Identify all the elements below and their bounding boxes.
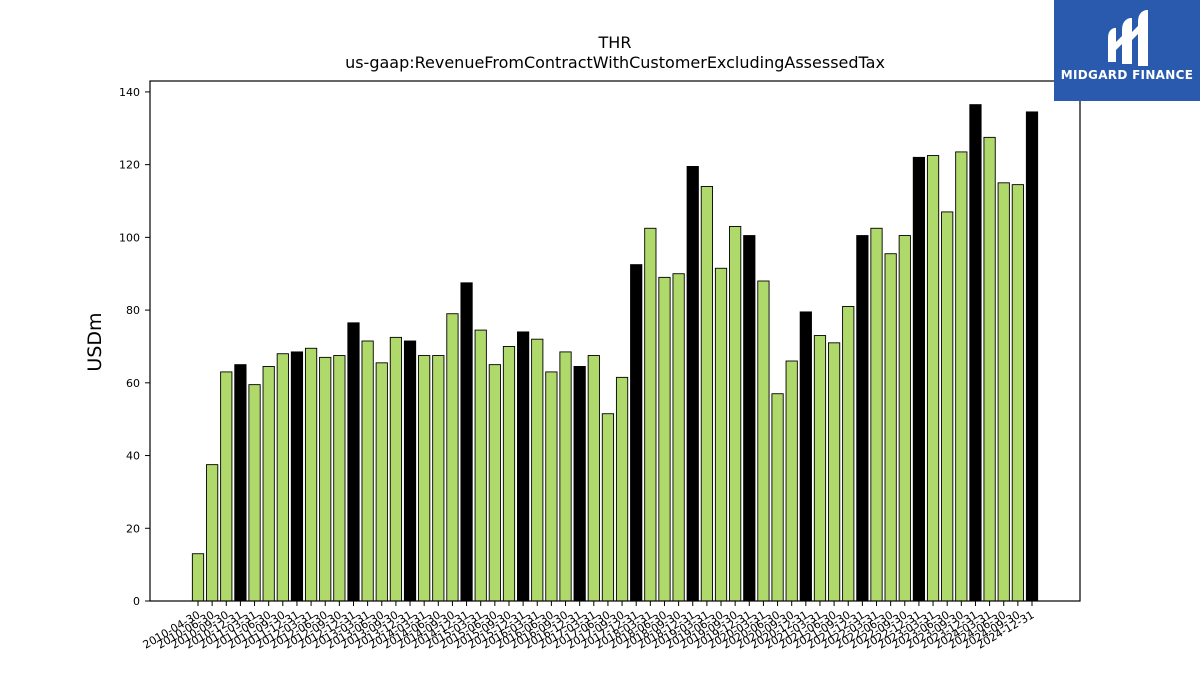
- plot-frame: [149, 80, 1081, 602]
- x-axis-ticks: 2010-04-302010-06-302010-09-302010-12-31…: [141, 601, 1037, 652]
- bar-quarterly: [319, 356, 332, 602]
- bar-quarterly: [276, 353, 289, 602]
- bar-annual: [573, 366, 586, 602]
- bar-annual: [799, 311, 812, 602]
- bar-annual: [234, 364, 247, 602]
- bar-quarterly: [191, 553, 205, 602]
- bar-quarterly: [827, 342, 841, 602]
- bar-annual: [460, 282, 473, 602]
- bar-quarterly: [997, 182, 1010, 602]
- bar-annual: [517, 331, 530, 602]
- bar-quarterly: [941, 211, 954, 602]
- bar-quarterly: [955, 151, 968, 602]
- bar-annual: [969, 104, 982, 602]
- bar-quarterly: [898, 235, 911, 602]
- y-tick-label: 80: [126, 304, 140, 317]
- bar-quarterly: [658, 276, 671, 602]
- bar-quarterly: [771, 393, 784, 602]
- bar-quarterly: [361, 340, 374, 602]
- bar-quarterly: [1011, 184, 1024, 602]
- bar-quarterly: [248, 384, 261, 602]
- bar-annual: [347, 322, 360, 602]
- bar-quarterly: [587, 355, 600, 602]
- brand-logo: MIDGARD FINANCE: [1054, 0, 1200, 101]
- bar-quarterly: [446, 313, 459, 602]
- bar-quarterly: [672, 273, 685, 602]
- bar-annual: [912, 156, 926, 602]
- bar-quarterly: [813, 335, 827, 602]
- bar-quarterly: [432, 355, 445, 602]
- bar-quarterly: [531, 338, 544, 602]
- chart-subtitle: us-gaap:RevenueFromContractWithCustomerE…: [345, 53, 885, 72]
- bar-annual: [686, 166, 699, 602]
- bars: [191, 104, 1039, 602]
- midgard-logo-icon: [1108, 10, 1148, 66]
- bar-annual: [856, 235, 869, 602]
- bar-quarterly: [559, 351, 572, 602]
- chart-title: THR: [598, 33, 632, 52]
- bar-quarterly: [926, 155, 940, 602]
- bar-quarterly: [206, 464, 219, 602]
- bar-quarterly: [870, 227, 883, 602]
- bar-annual: [630, 264, 643, 602]
- bar-quarterly: [545, 371, 558, 602]
- bar-quarterly: [474, 329, 487, 602]
- bar-quarterly: [502, 346, 516, 602]
- bar-quarterly: [262, 366, 275, 602]
- brand-name: MIDGARD FINANCE: [1060, 68, 1194, 82]
- bar-annual: [743, 235, 756, 602]
- bar-quarterly: [700, 186, 713, 602]
- y-tick-label: 60: [126, 377, 140, 390]
- y-tick-label: 120: [119, 159, 140, 172]
- bar-quarterly: [220, 371, 233, 602]
- bar-quarterly: [757, 280, 770, 602]
- bar-quarterly: [601, 413, 615, 602]
- bar-annual: [403, 340, 417, 602]
- bar-quarterly: [983, 136, 996, 602]
- bar-quarterly: [785, 360, 798, 602]
- bar-annual: [1025, 111, 1039, 602]
- y-tick-label: 100: [119, 231, 140, 244]
- bar-quarterly: [389, 336, 403, 602]
- y-tick-label: 140: [119, 86, 140, 99]
- bar-quarterly: [884, 253, 897, 602]
- y-axis-label: USDm: [84, 312, 106, 371]
- bar-quarterly: [842, 306, 855, 602]
- bar-quarterly: [375, 362, 388, 602]
- bar-quarterly: [644, 227, 657, 602]
- y-tick-label: 0: [133, 595, 140, 608]
- bar-quarterly: [304, 347, 318, 602]
- bar-quarterly: [714, 267, 728, 602]
- bar-quarterly: [418, 355, 431, 602]
- bar-quarterly: [333, 355, 346, 602]
- y-tick-label: 40: [126, 450, 140, 463]
- bar-annual: [290, 351, 304, 602]
- y-tick-label: 20: [126, 522, 140, 535]
- bar-quarterly: [615, 376, 629, 602]
- bar-quarterly: [488, 364, 501, 602]
- y-axis-ticks: 0 20 40 60 80 100 120 140: [119, 86, 150, 608]
- bar-quarterly: [729, 226, 742, 602]
